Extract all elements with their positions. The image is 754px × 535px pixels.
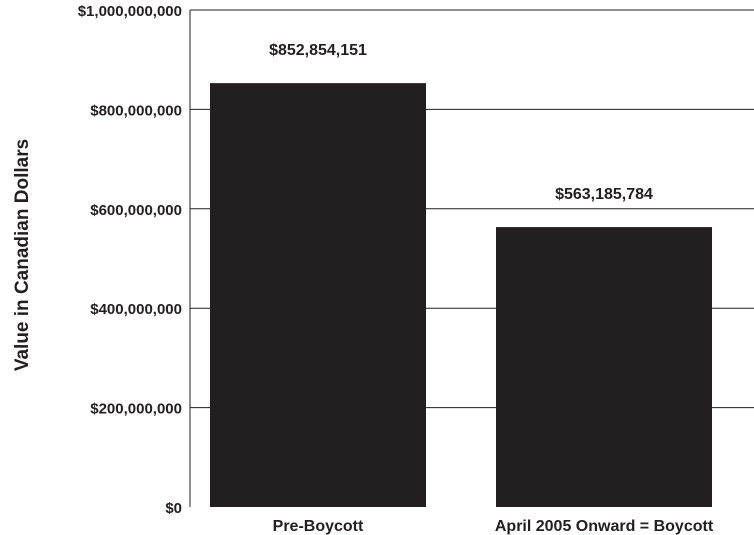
y-tick-label: $600,000,000 [90,202,182,219]
y-tick-label: $400,000,000 [90,301,182,318]
category-label: April 2005 Onward = Boycott [495,518,714,535]
bar-value-label: $563,185,784 [555,186,653,203]
y-tick-label: $1,000,000,000 [78,3,182,20]
category-label: Pre-Boycott [273,518,364,535]
bars [210,83,712,508]
y-tick-label: $0 [165,500,182,517]
y-tick-label: $200,000,000 [90,401,182,418]
bar-value-label: $852,854,151 [269,42,367,59]
bar [210,83,426,508]
y-axis-title: Value in Canadian Dollars [12,139,33,371]
y-tick-labels: $0 $200,000,000 $400,000,000 $600,000,000 $8… [78,3,182,517]
bar [496,227,712,507]
y-tick-label: $800,000,000 [90,102,182,119]
category-labels: Pre-Boycott April 2005 Onward = Boycott [273,518,714,535]
data-labels: $852,854,151 $563,185,784 [269,42,653,203]
